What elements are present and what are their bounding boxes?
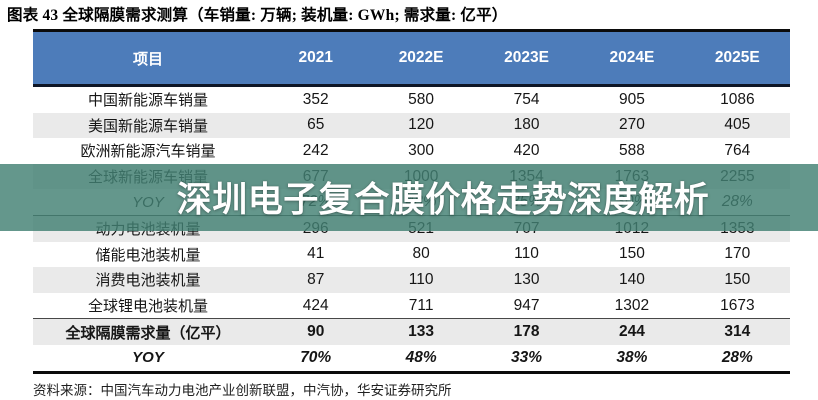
row-value: 711 (408, 296, 434, 314)
watermark-text: 深圳电子复合膜价格走势深度解析 (176, 180, 710, 221)
row-value: 270 (618, 116, 645, 134)
row-value: 110 (408, 270, 434, 288)
row-value: 405 (724, 116, 751, 134)
row-label: 美国新能源车销量 (87, 118, 208, 135)
header-cell-year: 2023E (504, 49, 549, 66)
row-value: 754 (513, 90, 540, 108)
source-note: 资料来源：中国汽车动力电池产业创新联盟，中汽协，华安证券研究所 (33, 383, 452, 398)
row-value: 130 (513, 270, 540, 288)
table-row: 消费电池装机量 87 110 130 140 150 (33, 267, 790, 293)
row-value: 38% (616, 348, 648, 366)
row-value: 764 (724, 141, 751, 159)
row-value: 580 (408, 90, 435, 108)
row-value: 352 (302, 90, 329, 108)
header-cell-year: 2022E (398, 49, 444, 66)
row-value: 905 (618, 90, 645, 108)
row-value: 80 (412, 245, 430, 263)
row-label: 全球锂电池装机量 (87, 299, 208, 316)
row-value: 420 (513, 141, 540, 159)
row-value: 48% (405, 348, 437, 366)
row-value: 90 (307, 323, 325, 341)
table-row: 全球隔膜需求量（亿平） 90 133 178 244 314 (33, 318, 790, 345)
table-row: 储能电池装机量 41 80 110 150 170 (33, 242, 790, 268)
row-value: 41 (307, 245, 325, 263)
watermark-band (0, 164, 818, 231)
row-value: 133 (408, 323, 435, 341)
row-value: 947 (513, 296, 540, 314)
table-row: YOY 70% 48% 33% 38% 28% (33, 345, 790, 371)
table-row: 全球锂电池装机量 424 711 947 1302 1673 (33, 293, 790, 319)
table-top-border (33, 29, 790, 32)
header-bottom-border (33, 84, 790, 87)
row-value: 65 (307, 116, 325, 134)
row-label: 全球隔膜需求量（亿平） (65, 325, 231, 342)
row-label: 消费电池装机量 (95, 273, 201, 290)
table-header-row: 项目 2021 2022E 2023E 2024E 2025E (33, 32, 790, 84)
table-row: 美国新能源车销量 65 120 180 270 405 (33, 112, 790, 139)
table-row: 中国新能源车销量 352 580 754 905 1086 (33, 87, 790, 113)
row-value: 70% (300, 348, 332, 366)
row-value: 150 (618, 245, 645, 263)
row-value: 87 (307, 270, 325, 288)
header-cell-year: 2025E (714, 49, 760, 66)
row-value: 120 (408, 116, 435, 134)
row-value: 300 (408, 141, 435, 159)
header-cell-year: 2024E (609, 49, 655, 66)
header-cell-item: 项目 (132, 51, 163, 68)
row-value: 170 (724, 245, 751, 263)
row-value: 1302 (614, 296, 650, 314)
header-cell-year: 2021 (298, 49, 333, 66)
row-value: 180 (513, 116, 540, 134)
table-bottom-border (33, 370, 790, 374)
row-value: 178 (513, 323, 540, 341)
row-value: 314 (724, 323, 751, 341)
figure-title: 图表 43 全球隔膜需求测算（车销量: 万辆; 装机量: GWh; 需求量: 亿… (7, 7, 508, 24)
row-label: 欧洲新能源汽车销量 (80, 144, 216, 161)
row-value: 28% (721, 348, 753, 366)
row-label: 中国新能源车销量 (87, 93, 208, 110)
row-value: 244 (618, 323, 645, 341)
row-value: 424 (302, 296, 329, 314)
row-value: 1673 (720, 296, 755, 314)
row-value: 140 (618, 270, 645, 288)
row-value: 242 (302, 141, 329, 159)
row-value: 1086 (720, 90, 755, 108)
row-value: 588 (618, 141, 645, 159)
table-row: 欧洲新能源汽车销量 242 300 420 588 764 (33, 138, 790, 164)
row-label: 储能电池装机量 (95, 247, 201, 264)
row-value: 110 (514, 245, 539, 263)
row-label: YOY (132, 349, 164, 367)
row-value: 150 (724, 270, 751, 288)
row-value: 33% (511, 348, 543, 366)
